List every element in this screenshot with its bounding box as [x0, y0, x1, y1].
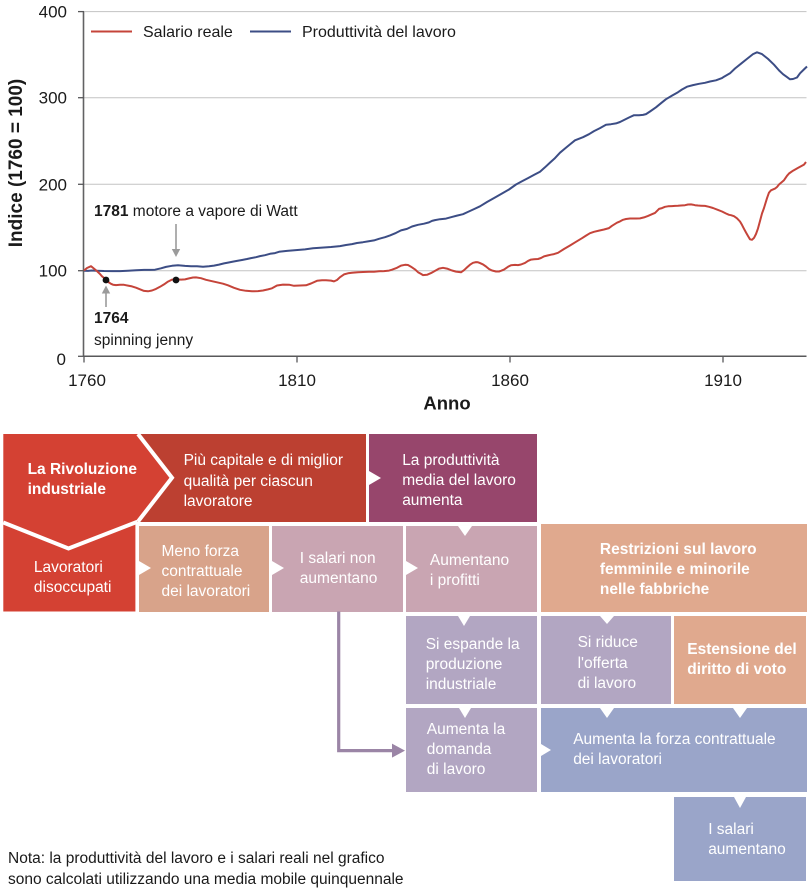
- svg-text:400: 400: [39, 3, 67, 22]
- svg-text:Salario reale: Salario reale: [143, 24, 233, 41]
- svg-text:Indice (1760 = 100): Indice (1760 = 100): [6, 79, 27, 247]
- svg-text:300: 300: [39, 89, 67, 108]
- svg-text:1810: 1810: [278, 371, 316, 390]
- svg-text:spinning jenny: spinning jenny: [94, 332, 193, 349]
- svg-text:1781 motore a vapore di Watt: 1781 motore a vapore di Watt: [94, 203, 298, 220]
- svg-text:0: 0: [57, 350, 66, 369]
- svg-text:1760: 1760: [68, 371, 106, 390]
- svg-text:Anno: Anno: [423, 393, 470, 414]
- svg-text:Produttività del lavoro: Produttività del lavoro: [302, 24, 456, 41]
- svg-text:100: 100: [39, 262, 67, 281]
- svg-text:1764: 1764: [94, 310, 129, 327]
- svg-text:1860: 1860: [491, 371, 529, 390]
- svg-text:1910: 1910: [704, 371, 742, 390]
- svg-text:200: 200: [39, 175, 67, 194]
